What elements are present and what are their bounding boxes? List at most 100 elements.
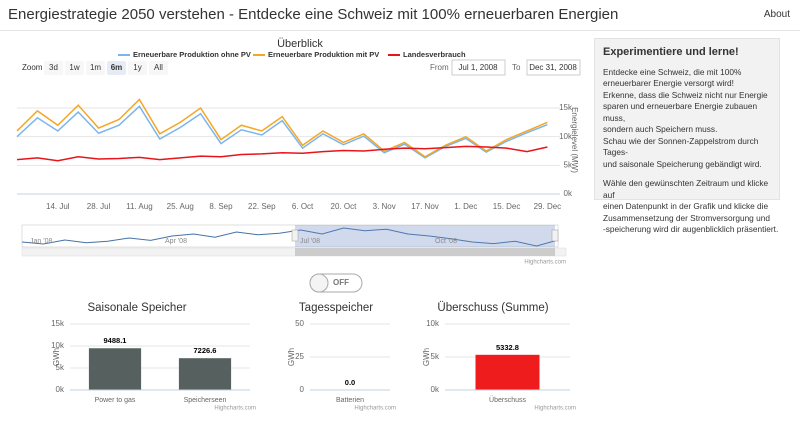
y-tick-label: 0k [564,189,573,198]
y-tick-label: 10k [426,319,440,328]
x-tick-label: 28. Jul [87,202,111,211]
sidebar-paragraph: Entdecke eine Schweiz, die mit 100% erneu… [603,67,779,171]
x-tick-label: 29. Dec [534,202,562,211]
y-tick-label: 50 [295,319,304,328]
zoom-button-label[interactable]: 1w [69,63,79,72]
scrollbar-track [21,247,567,257]
x-tick-label: Überschuss [489,396,526,404]
navigator-series [21,227,559,247]
y-axis-title: GWh [422,348,431,366]
x-tick-label: 6. Oct [292,202,314,211]
sidebar-line: einen Datenpunkt in der Grafik und klick… [603,201,769,211]
zoom-button[interactable] [65,61,84,75]
y-axis-title: GWh [287,348,296,366]
y-axis-title: Energielevel (MW) [570,107,579,173]
y-tick-label: 25 [295,352,304,361]
navigator-selection[interactable] [295,225,555,247]
to-input[interactable] [526,59,581,76]
x-tick-label: 15. Dec [493,202,521,211]
value-label: 7226.6 [194,346,217,355]
credits: Highcharts.com [354,406,396,412]
value-label: 5332.8 [496,343,519,352]
x-tick-label: 20. Oct [331,202,358,211]
x-tick-label: 3. Nov [373,202,396,211]
toggle-label[interactable]: OFF [333,278,349,287]
line-series [16,105,548,159]
chart-title: Überblick [277,38,323,50]
scrollbar-thumb[interactable] [295,248,555,256]
zoom-button-label[interactable]: 1m [90,63,101,72]
legend-label[interactable]: Landesverbrauch [403,50,466,59]
chart-title: Tagesspeicher [299,302,373,314]
x-tick-label: 11. Aug [126,202,153,211]
x-tick-label: Speicherseen [184,397,227,404]
sidebar-heading: Experimentiere und lerne! [603,46,739,58]
line-series [16,145,548,162]
credits: Highcharts.com [214,406,256,412]
to-value[interactable]: Dec 31, 2008 [529,63,577,72]
y-tick-label: 0k [431,385,440,394]
chart-title: Überschuss (Summe) [437,302,548,314]
zoom-button[interactable] [128,61,147,75]
zoom-button[interactable] [149,61,168,75]
zoom-button-label[interactable]: 3d [49,63,58,72]
sidebar-paragraph: Wähle den gewünschten Zeitraum und klick… [603,178,779,236]
navigator-handle[interactable] [291,229,299,242]
y-axis-title: GWh [52,348,61,366]
sidebar-line: Zusammensetzung der Stromversorgung und [603,212,770,223]
y-tick-label: 5k [564,160,573,169]
sidebar-line: erneuerbarer Energie versorgt wird! [603,78,734,88]
zoom-button[interactable] [44,61,63,75]
zoom-button[interactable] [107,61,126,75]
from-input[interactable] [451,59,506,76]
page-title: Energiestrategie 2050 verstehen - Entdec… [8,6,619,23]
x-tick-label: 14. Jul [46,202,70,211]
credits: Highcharts.com [524,260,566,266]
zoom-label: Zoom [22,63,43,72]
y-tick-label: 0k [56,385,65,394]
sidebar: Experimentiere und lerne! Entdecke eine … [594,38,780,234]
navigator-label: Jul '08 [300,238,320,245]
y-tick-label: 5k [431,352,440,361]
chart-title: Saisonale Speicher [87,302,186,314]
legend-label[interactable]: Erneuerbare Produktion mit PV [268,50,379,59]
y-tick-label: 15k [559,103,573,112]
zoom-button-label[interactable]: All [154,63,163,72]
y-tick-label: 5k [56,363,65,372]
value-label: 9488.1 [104,336,127,345]
bar[interactable] [178,358,232,390]
sidebar-line: Entdecke eine Schweiz, die mit 100% [603,66,742,77]
y-tick-label: 10k [559,132,573,141]
sidebar-line: Erkenne, dass die Schweiz nicht nur Ener… [603,89,768,100]
sidebar-line: und saisonale Speicherung gebändigt wird… [603,158,762,169]
to-label: To [512,63,521,72]
sidebar-line: sondern auch Speichern muss. [603,124,718,134]
credits: Highcharts.com [534,406,576,412]
x-tick-label: 25. Aug [167,202,194,211]
from-value[interactable]: Jul 1, 2008 [458,63,498,72]
line-series [16,98,548,158]
toggle-knob[interactable] [309,273,329,293]
zoom-button[interactable] [86,61,105,75]
navigator-handle[interactable] [551,229,559,242]
x-tick-label: Power to gas [95,397,136,404]
x-tick-label: 17. Nov [411,202,439,211]
x-tick-label: 8. Sep [209,202,233,211]
sidebar-line: sparen und erneuerbare Energie zubauen m… [603,101,758,123]
bar[interactable] [475,354,540,390]
legend-label[interactable]: Erneuerbare Produktion ohne PV [133,50,251,59]
x-tick-label: Batterien [336,397,364,404]
zoom-button-label[interactable]: 6m [111,63,123,72]
x-tick-label: 1. Dec [454,202,477,211]
y-tick-label: 10k [51,341,65,350]
zoom-button-label[interactable]: 1y [133,63,141,72]
navigator-label: Jan '08 [30,238,52,245]
bar[interactable] [88,348,142,390]
from-label: From [430,63,449,72]
x-tick-label: 22. Sep [248,202,276,211]
value-label: 0.0 [345,378,355,387]
about-link[interactable]: About [763,9,790,20]
y-tick-label: 15k [51,319,65,328]
